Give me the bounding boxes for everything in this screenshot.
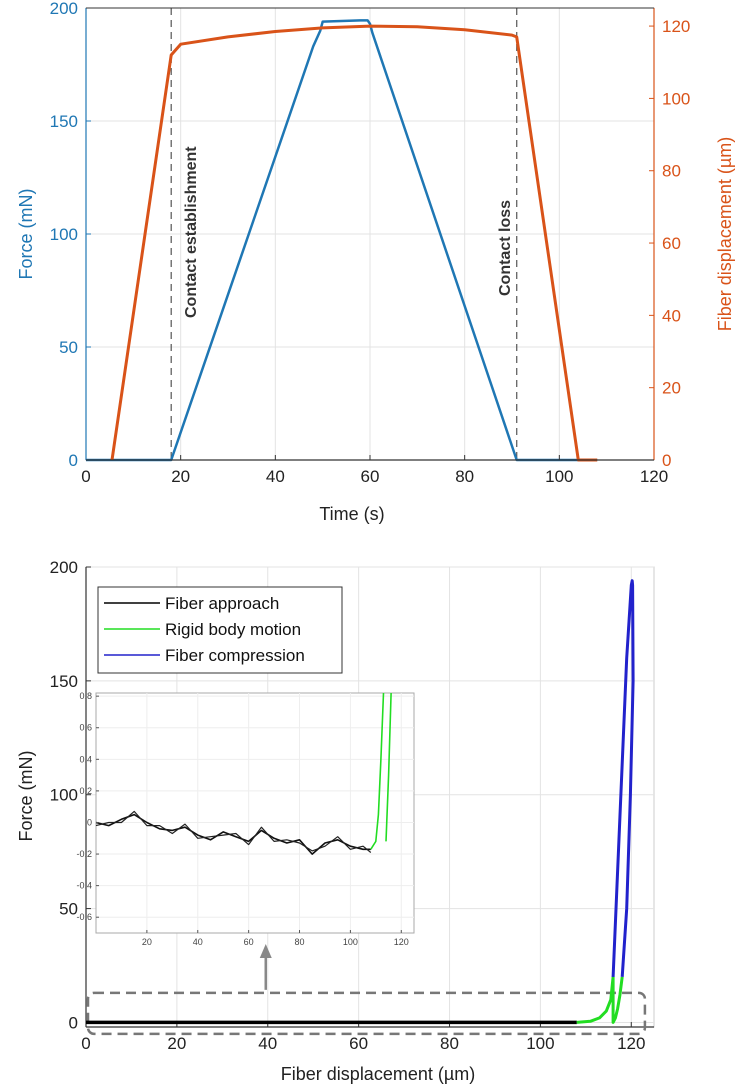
time-chart-x-tick-label: 40 xyxy=(266,467,285,486)
inset-frame xyxy=(95,692,415,934)
displacement-chart-y-tick-label: 200 xyxy=(50,558,78,577)
time-chart-x-tick-label: 120 xyxy=(640,467,668,486)
zoom-region-box xyxy=(86,991,647,1036)
inset-y-tick-label: 0 xyxy=(87,817,92,827)
inset-x-tick-label: 120 xyxy=(394,937,409,947)
contact-loss-label: Contact loss xyxy=(497,200,514,296)
time-chart-y-right-tick-label: 80 xyxy=(662,162,681,181)
inset-x-tick-label: 40 xyxy=(193,937,203,947)
displacement-chart-x-tick-label: 0 xyxy=(81,1034,90,1053)
time-chart: 0 20 40 60 80 100 1200501001502000204060801001… xyxy=(16,0,735,524)
time-chart-y-right-tick-label: 120 xyxy=(662,17,690,36)
displacement-chart-ylabel: Force (mN) xyxy=(16,751,36,842)
inset-rigid-line-return xyxy=(385,692,392,842)
inset-approach-line xyxy=(95,813,371,855)
inset-chart: 20 40 60 80 100 120 0.8 0.6 0.4 0.2 0 -0.2 -0.4 -0.6 xyxy=(76,691,415,947)
series-fiber-compression xyxy=(611,579,635,977)
time-chart-xlabel: Time (s) xyxy=(319,504,384,524)
displacement-chart-y-tick-label: 150 xyxy=(50,672,78,691)
legend: Fiber approach Rigid body motion Fiber com… xyxy=(97,586,343,674)
time-chart-y-left-tick-label: 200 xyxy=(50,0,78,18)
time-chart-ylabel-left: Force (mN) xyxy=(16,189,36,280)
time-chart-x-tick-label: 100 xyxy=(545,467,573,486)
time-chart-x-tick-label: 60 xyxy=(361,467,380,486)
time-chart-y-right-tick-label: 20 xyxy=(662,379,681,398)
contact-establishment-label: Contact establishment xyxy=(183,146,200,318)
legend-box xyxy=(97,586,343,674)
inset-x-tick-label: 80 xyxy=(295,937,305,947)
inset-y-tick-label: 0.2 xyxy=(79,786,92,796)
time-chart-x-tick-label: 20 xyxy=(171,467,190,486)
inset-y-tick-label: 0.8 xyxy=(79,691,92,701)
force-series-line xyxy=(86,19,598,462)
displacement-chart-y-tick-label: 0 xyxy=(69,1013,78,1032)
time-chart-y-left-tick-label: 50 xyxy=(59,338,78,357)
time-chart-x-tick-label: 0 xyxy=(81,467,90,486)
displacement-series-line xyxy=(110,24,598,462)
inset-x-tick-label: 60 xyxy=(244,937,254,947)
time-chart-y-right-tick-label: 60 xyxy=(662,234,681,253)
displacement-chart-x-tick-label: 120 xyxy=(617,1034,645,1053)
displacement-chart: 0 20 40 60 80 100 120 0 50 100 150 200 20 40 60 80 100 1… xyxy=(16,558,655,1084)
displacement-chart-x-tick-label: 60 xyxy=(349,1034,368,1053)
legend-entry-label: Rigid body motion xyxy=(165,620,301,639)
inset-background xyxy=(96,693,414,933)
displacement-chart-y-tick-label: 50 xyxy=(59,900,78,919)
legend-entry-label: Fiber approach xyxy=(165,594,279,613)
inset-x-tick-label: 20 xyxy=(142,937,152,947)
displacement-chart-x-tick-label: 20 xyxy=(167,1034,186,1053)
time-chart-y-left-tick-label: 0 xyxy=(69,451,78,470)
time-chart-y-left-tick-label: 100 xyxy=(50,225,78,244)
inset-rigid-line xyxy=(370,692,385,850)
displacement-chart-x-tick-label: 80 xyxy=(440,1034,459,1053)
legend-entry-label: Fiber compression xyxy=(165,646,305,665)
zoom-arrow-head xyxy=(259,944,272,958)
inset-y-tick-label: 0.6 xyxy=(79,723,92,733)
inset-y-tick-label: -0.4 xyxy=(76,881,92,891)
inset-y-tick-label: -0.6 xyxy=(76,912,92,922)
inset-y-tick-label: -0.2 xyxy=(76,849,92,859)
inset-y-tick-label: 0.4 xyxy=(79,754,92,764)
displacement-chart-x-tick-label: 40 xyxy=(258,1034,277,1053)
time-chart-y-right-tick-label: 40 xyxy=(662,306,681,325)
displacement-chart-x-tick-label: 100 xyxy=(526,1034,554,1053)
displacement-chart-xlabel: Fiber displacement (µm) xyxy=(281,1064,475,1084)
time-chart-ylabel-right: Fiber displacement (µm) xyxy=(715,137,735,331)
time-chart-x-tick-label: 80 xyxy=(455,467,474,486)
inset-x-tick-label: 100 xyxy=(343,937,358,947)
time-chart-y-right-tick-label: 0 xyxy=(662,451,671,470)
inset-approach-line-return xyxy=(95,810,372,853)
time-chart-y-right-tick-label: 100 xyxy=(662,89,690,108)
time-chart-y-left-tick-label: 150 xyxy=(50,112,78,131)
displacement-chart-y-tick-label: 100 xyxy=(50,786,78,805)
